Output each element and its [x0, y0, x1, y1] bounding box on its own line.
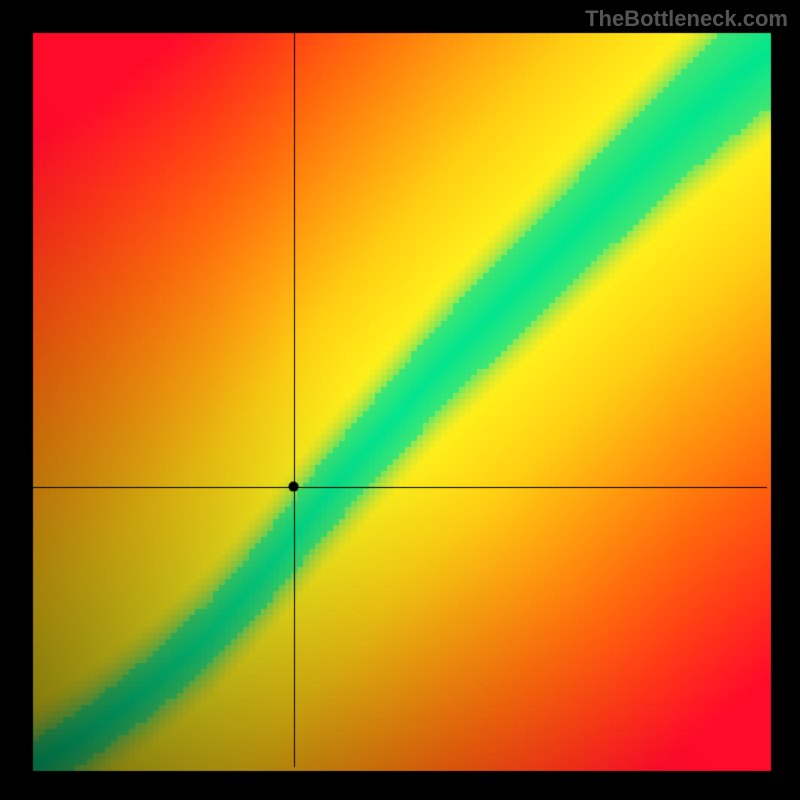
chart-container: TheBottleneck.com [0, 0, 800, 800]
watermark-text: TheBottleneck.com [585, 6, 788, 32]
heatmap-canvas [0, 0, 800, 800]
